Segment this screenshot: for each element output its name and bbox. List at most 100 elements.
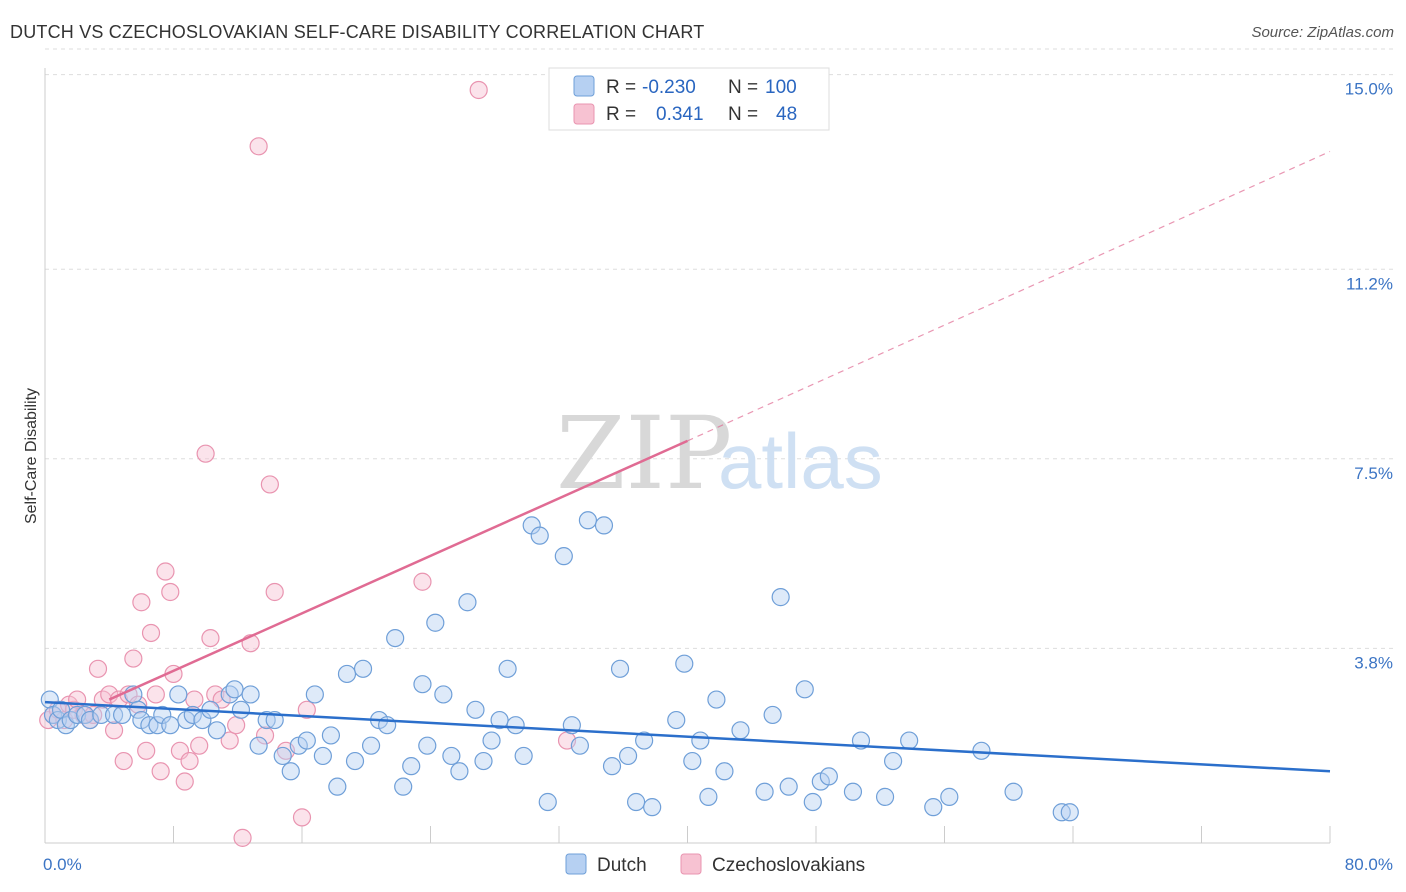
dutch-point-88: [779, 777, 798, 796]
dutch-point-71: [602, 757, 622, 776]
dutch-point-98: [924, 798, 943, 817]
dutch-point-74: [626, 792, 646, 812]
dutch-point-46: [386, 628, 405, 648]
dutch-point-76: [643, 798, 662, 817]
dutch-point-70: [594, 516, 614, 535]
dutch-point-89: [795, 680, 814, 699]
czech-point-22: [146, 685, 165, 704]
dutch-point-93: [843, 782, 863, 801]
czech-point-38: [233, 828, 252, 847]
dutch-point-95: [875, 787, 895, 806]
legend-swatch-czech: [573, 103, 595, 125]
dutch-point-60: [498, 659, 517, 678]
dutch-point-53: [442, 746, 461, 766]
dutch-point-11: [112, 705, 132, 725]
dutch-point-101: [1004, 782, 1023, 801]
y-tick-label-0: 3.8%: [1354, 653, 1393, 672]
legend-swatch-dutch: [573, 75, 595, 97]
dutch-point-85: [755, 782, 774, 801]
czech-point-13: [104, 721, 124, 740]
dutch-point-19: [169, 685, 188, 704]
dutch-point-80: [691, 731, 710, 750]
stats-legend-box: [548, 67, 830, 131]
series-legend-swatch-czech: [680, 853, 702, 875]
y-tick-label-3: 15.0%: [1345, 80, 1393, 99]
czech-point-30: [185, 690, 204, 709]
dutch-point-52: [434, 685, 453, 704]
czech-point-6: [68, 690, 87, 709]
dutch-point-28: [241, 685, 260, 704]
dutch-point-96: [883, 751, 903, 771]
dutch-point-86: [763, 705, 782, 725]
czech-point-28: [175, 772, 194, 791]
dutch-point-62: [514, 746, 533, 766]
y-tick-label-2: 11.2%: [1346, 274, 1393, 293]
dutch-point-64: [530, 526, 549, 545]
dutch-point-47: [394, 777, 413, 796]
dutch-point-16: [148, 716, 167, 735]
legend-n-value-dutch: 100: [765, 77, 797, 98]
dutch-point-81: [699, 787, 718, 806]
czech-point-23: [151, 762, 170, 781]
czech-point-5: [64, 700, 84, 719]
czech-point-42: [260, 475, 279, 494]
dutch-point-97: [900, 731, 919, 750]
dutch-point-78: [675, 654, 694, 673]
dutch-point-54: [450, 762, 469, 781]
czech-point-29: [180, 751, 199, 771]
dutch-points: [40, 511, 1079, 822]
series-legend: Dutch Czechoslovakians: [565, 853, 865, 876]
czech-point-10: [88, 659, 108, 678]
trend-lines: [44, 150, 1331, 773]
dutch-point-77: [667, 710, 686, 730]
dutch-point-57: [474, 751, 493, 771]
czech-point-20: [137, 741, 156, 760]
dutch-point-84: [731, 721, 750, 740]
dutch-point-69: [578, 511, 598, 530]
dutch-point-100: [972, 741, 991, 760]
czech-point-47: [413, 572, 432, 591]
dutch-point-13: [129, 700, 148, 719]
dutch-point-27: [231, 700, 251, 719]
dutch-point-18: [161, 716, 180, 735]
czech-point-31: [190, 736, 209, 755]
watermark-atlas: atlas: [718, 417, 883, 505]
dutch-point-4: [56, 716, 75, 735]
czech-point-36: [220, 731, 239, 750]
tick-labels: 3.8% 7.5% 11.2% 15.0% 0.0% 80.0%: [43, 80, 1393, 874]
dutch-point-35: [297, 731, 316, 750]
dutch-point-103: [1060, 803, 1079, 822]
dutch-point-25: [220, 685, 239, 704]
dutch-point-7: [76, 705, 95, 725]
dutch-point-26: [225, 680, 244, 699]
czech-point-17: [124, 649, 143, 668]
czech-point-48: [469, 80, 488, 100]
dutch-point-50: [418, 736, 437, 755]
dutch-point-43: [361, 736, 381, 755]
y-tick-label-1: 7.5%: [1354, 464, 1393, 483]
dutch-point-8: [80, 710, 100, 730]
czech-point-15: [114, 751, 133, 771]
czech-point-19: [132, 593, 151, 612]
dutch-trend-line: [44, 700, 1331, 773]
dutch-point-58: [482, 731, 501, 750]
x-tick-label-1: 80.0%: [1345, 855, 1393, 874]
legend-n-value-czech: 48: [776, 104, 797, 125]
legend-r-label-dutch: R =: [606, 77, 636, 98]
dutch-point-79: [683, 751, 702, 771]
czech-point-40: [249, 137, 268, 156]
axes: [44, 68, 1331, 844]
czech-point-25: [161, 582, 180, 602]
dutch-point-42: [353, 659, 373, 678]
grid-lines: [45, 48, 1395, 649]
dutch-point-83: [715, 762, 734, 781]
czech-point-24: [156, 562, 175, 581]
dutch-point-40: [337, 664, 357, 684]
dutch-point-65: [538, 792, 557, 812]
dutch-point-59: [490, 710, 509, 730]
watermark: ZIP atlas: [556, 395, 883, 512]
legend-r-label-czech: R =: [606, 104, 636, 125]
dutch-point-92: [819, 767, 838, 786]
dutch-point-49: [413, 675, 432, 694]
